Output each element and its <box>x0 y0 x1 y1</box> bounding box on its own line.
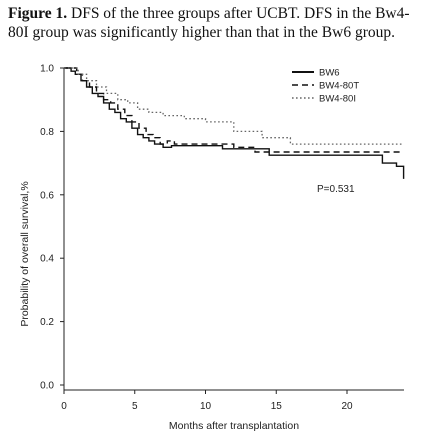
series-line-bw4-80t <box>64 67 404 153</box>
y-tick-label: 0.4 <box>40 254 54 265</box>
x-tick-label: 0 <box>61 401 67 412</box>
y-tick-label: 1.0 <box>40 64 54 75</box>
y-axis-title: Probability of overall survival,% <box>19 181 31 326</box>
ticks: 0 5 10 15 20 0.0 0.2 0.4 0.6 0.8 1.0 <box>40 64 353 413</box>
figure-caption: Figure 1. DFS of the three groups after … <box>8 4 420 42</box>
series-line-bw4-80i <box>64 67 404 145</box>
series-group <box>64 67 405 179</box>
p-value-annotation: P=0.531 <box>317 184 355 195</box>
legend-label-bw6: BW6 <box>319 68 340 79</box>
x-tick-label: 20 <box>341 401 353 412</box>
y-tick-label: 0.2 <box>40 317 54 328</box>
figure-label: Figure 1. <box>8 5 68 22</box>
x-tick-label: 10 <box>200 401 212 412</box>
x-axis-title: Months after transplantation <box>169 420 299 432</box>
y-tick-label: 0.0 <box>40 381 54 392</box>
legend: BW6 BW4-80T BW4-80I <box>292 68 359 105</box>
x-tick-label: 15 <box>271 401 283 412</box>
y-tick-label: 0.8 <box>40 127 54 138</box>
series-line-bw6 <box>64 67 405 179</box>
axes <box>63 68 404 391</box>
caption-text: DFS of the three groups after UCBT. DFS … <box>8 5 410 41</box>
legend-label-bw4-80t: BW4-80T <box>319 81 359 92</box>
y-tick-label: 0.6 <box>40 190 54 201</box>
legend-label-bw4-80i: BW4-80I <box>319 94 356 105</box>
x-tick-label: 5 <box>132 401 138 412</box>
